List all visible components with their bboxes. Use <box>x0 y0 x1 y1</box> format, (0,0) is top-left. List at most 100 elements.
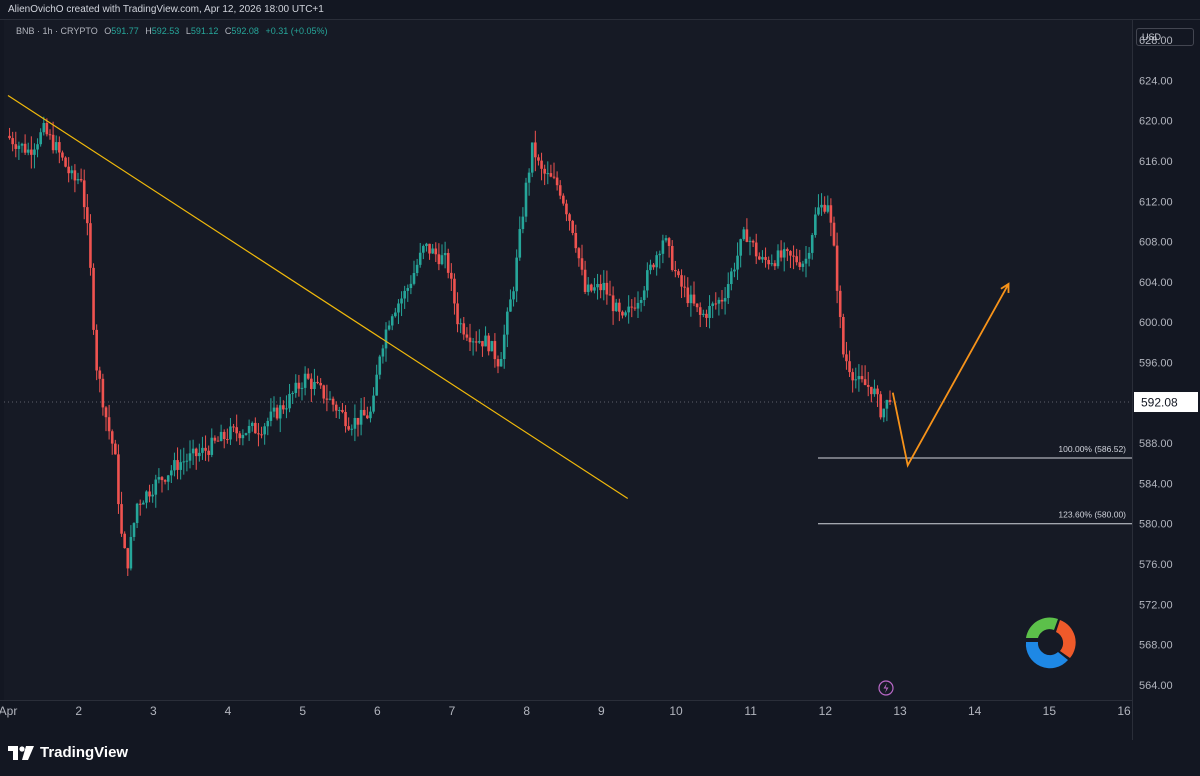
high-label: H <box>145 26 152 36</box>
candle-body <box>879 394 882 418</box>
candle-body <box>614 302 618 312</box>
candle-body <box>770 263 774 265</box>
candle-body <box>471 341 475 343</box>
top-bar: AlienOvichO created with TradingView.com… <box>0 0 1200 20</box>
time-tick-label: 5 <box>299 704 306 718</box>
time-tick-label: 10 <box>669 704 683 718</box>
candle-body <box>89 223 92 268</box>
candle-body <box>695 303 699 308</box>
candle-body <box>191 448 195 454</box>
candle-body <box>518 229 522 258</box>
price-tick-label: 616.00 <box>1139 156 1173 168</box>
candle-body <box>845 354 848 362</box>
candle-body <box>583 269 587 292</box>
price-axis[interactable]: 628.00 624.00 620.00 616.00 612.00 608.00 604.… <box>1132 20 1200 740</box>
candle-body <box>882 408 886 418</box>
candle-body <box>543 168 546 174</box>
candle-body <box>509 299 512 312</box>
candle-body <box>639 300 643 303</box>
price-tick-label: 580.00 <box>1139 519 1173 531</box>
swirl-logo-blue <box>1025 642 1068 669</box>
candle-body <box>754 242 758 257</box>
candle-body <box>779 250 783 258</box>
candle-body <box>76 179 80 181</box>
time-axis[interactable]: Apr 2 3 4 5 6 7 8 9 10 11 12 13 14 15 16 <box>0 700 1132 740</box>
candle-body <box>443 253 447 256</box>
candle-body <box>496 359 500 367</box>
candle-body <box>48 134 52 136</box>
candle-body <box>347 426 350 430</box>
candle-body <box>33 149 36 155</box>
candle-body <box>406 288 410 291</box>
candle-body <box>789 251 792 256</box>
candle-body <box>278 405 282 419</box>
candle-body <box>362 409 366 416</box>
candle-body <box>596 283 599 288</box>
candle-body <box>590 284 593 291</box>
candle-body <box>17 145 21 149</box>
candle-body <box>285 408 288 410</box>
candle-body <box>854 379 858 381</box>
chart-pane[interactable]: 100.00% (586.52) 123.60% (580.00) BNB · 1… <box>4 20 1132 700</box>
candle-body <box>300 387 304 389</box>
candle-body <box>92 267 95 330</box>
candle-body <box>711 303 714 306</box>
candle-body <box>776 250 780 267</box>
candle-body <box>683 286 686 288</box>
candle-body <box>148 491 151 497</box>
candle-body <box>185 460 189 462</box>
candle-body <box>291 393 294 395</box>
candle-body <box>481 341 484 347</box>
candle-body <box>397 303 400 313</box>
candle-body <box>303 373 307 388</box>
candle-body <box>216 440 220 442</box>
candle-body <box>67 166 70 174</box>
candle-body <box>235 427 238 434</box>
candle-body <box>558 185 562 196</box>
candle-body <box>664 238 668 241</box>
candle-body <box>649 264 652 271</box>
candle-body <box>61 152 64 158</box>
candle-body <box>786 249 789 252</box>
candle-body <box>23 143 27 153</box>
candle-body <box>440 255 444 265</box>
candle-body <box>618 302 621 312</box>
price-tick-label: 564.00 <box>1139 680 1173 692</box>
tradingview-brand[interactable]: TradingView <box>8 744 128 761</box>
candle-body <box>863 379 867 386</box>
candle-body <box>521 216 525 230</box>
currency-selector[interactable]: USD <box>1136 28 1194 46</box>
price-chart[interactable]: 100.00% (586.52) 123.60% (580.00) <box>4 20 1132 700</box>
candle-body <box>571 220 574 233</box>
candle-body <box>708 305 711 318</box>
candle-body <box>394 312 397 317</box>
candle-body <box>11 138 14 145</box>
candle-body <box>748 240 752 242</box>
candle-body <box>79 179 83 181</box>
candle-body <box>773 263 777 267</box>
candle-body <box>353 417 357 429</box>
candle-body <box>705 313 708 318</box>
candle-body <box>661 240 665 254</box>
candle-body <box>403 290 406 299</box>
time-tick-label: 2 <box>75 704 82 718</box>
candle-body <box>468 337 472 343</box>
candle-body <box>605 282 609 295</box>
candle-body <box>425 243 428 247</box>
swirl-logo-icon <box>1025 617 1076 669</box>
candle-body <box>873 388 876 395</box>
price-tick-label: 628.00 <box>1139 35 1173 47</box>
candle-body <box>611 295 615 312</box>
candle-body <box>608 294 612 296</box>
candle-body <box>384 329 388 349</box>
candle-body <box>586 284 590 292</box>
candle-body <box>272 407 276 412</box>
candle-body <box>506 311 509 335</box>
candle-body <box>418 252 422 265</box>
candle-body <box>163 480 167 482</box>
candle-body <box>412 272 416 284</box>
candle-body <box>107 417 111 432</box>
candle-body <box>20 143 24 146</box>
time-tick-label: Apr <box>0 704 17 718</box>
candle-body <box>823 204 826 212</box>
